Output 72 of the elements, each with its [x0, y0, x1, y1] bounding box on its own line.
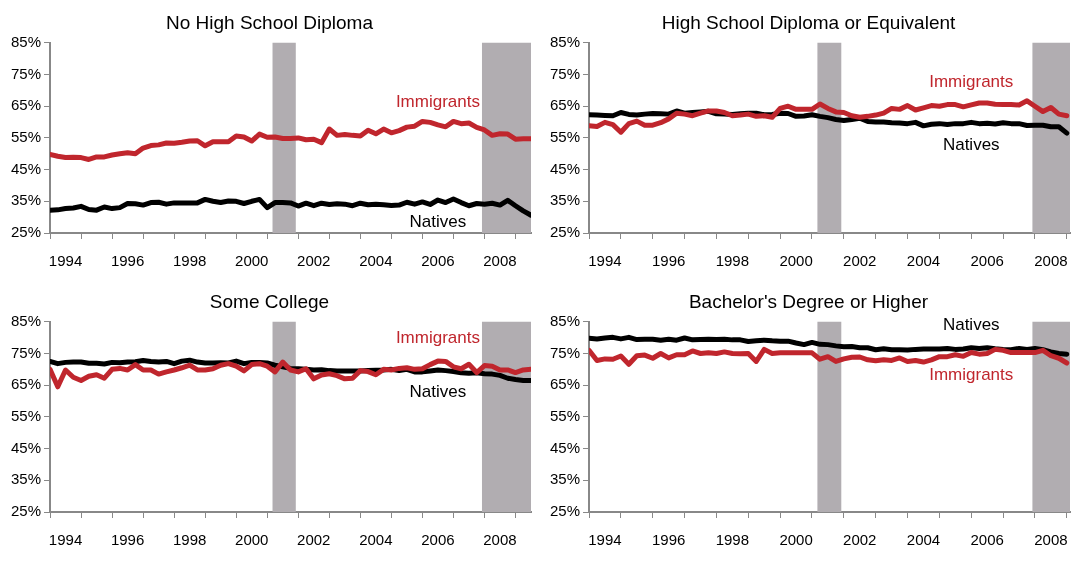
x-tick-label: 1994 — [588, 252, 622, 270]
chart-title: High School Diploma or Equivalent — [661, 11, 957, 33]
y-tick-label: 55% — [10, 128, 42, 146]
x-tick-label: 1996 — [651, 252, 686, 270]
x-tick-label: 2008 — [483, 252, 517, 270]
y-tick-label: 85% — [10, 32, 42, 50]
x-tick-label: 2000 — [779, 531, 813, 549]
x-tick-label: 2002 — [843, 252, 877, 270]
y-tick-label: 55% — [549, 128, 581, 146]
x-tick-label: 1994 — [48, 531, 83, 549]
x-tick-label: 1996 — [110, 252, 145, 270]
x-tick-label: 2002 — [297, 252, 331, 270]
chart-title: No High School Diploma — [166, 11, 374, 33]
y-tick-label: 55% — [549, 407, 581, 425]
x-tick-label: 1998 — [715, 531, 750, 549]
y-tick-label: 45% — [549, 438, 581, 456]
x-tick-label: 2000 — [235, 531, 269, 549]
series-label: Immigrants — [929, 364, 1014, 384]
y-tick-label: 65% — [549, 96, 581, 114]
y-tick-label: 35% — [10, 470, 42, 488]
y-tick-label: 85% — [10, 311, 42, 329]
x-tick-label: 2008 — [1034, 531, 1068, 549]
y-tick-label: 65% — [10, 375, 42, 393]
x-tick-label: 2000 — [779, 252, 813, 270]
series-label: Natives — [942, 314, 1000, 334]
x-tick-label: 1998 — [715, 252, 750, 270]
x-tick-label: 2008 — [483, 531, 517, 549]
x-tick-label: 1996 — [110, 531, 145, 549]
y-tick-label: 75% — [10, 64, 42, 82]
series-label: Natives — [409, 212, 467, 232]
x-tick-label: 2004 — [359, 252, 393, 270]
series-label: Natives — [409, 382, 467, 402]
y-tick-label: 25% — [10, 502, 42, 520]
chart-title: Some College — [209, 290, 330, 312]
y-tick-label: 45% — [549, 159, 581, 177]
x-tick-label: 1994 — [48, 252, 83, 270]
y-tick-label: 45% — [10, 159, 42, 177]
x-tick-label: 1994 — [588, 531, 622, 549]
y-tick-label: 25% — [549, 502, 581, 520]
y-tick-label: 85% — [549, 311, 581, 329]
x-tick-label: 2006 — [421, 531, 455, 549]
y-tick-label: 55% — [10, 407, 42, 425]
y-tick-label: 35% — [10, 191, 42, 209]
x-tick-label: 2004 — [906, 531, 941, 549]
x-tick-label: 1998 — [172, 252, 207, 270]
y-tick-label: 65% — [549, 375, 581, 393]
x-tick-label: 2004 — [359, 531, 393, 549]
x-tick-label: 1998 — [172, 531, 207, 549]
chart-title: Bachelor's Degree or Higher — [688, 290, 929, 312]
x-tick-label: 2004 — [906, 252, 941, 270]
x-tick-label: 2006 — [970, 252, 1004, 270]
y-tick-label: 75% — [10, 343, 42, 361]
y-tick-label: 25% — [549, 223, 581, 241]
series-label: Natives — [942, 134, 1000, 154]
x-tick-label: 2006 — [970, 531, 1004, 549]
x-tick-label: 2002 — [297, 531, 331, 549]
y-tick-label: 65% — [10, 96, 42, 114]
x-tick-label: 1996 — [651, 531, 686, 549]
y-tick-label: 75% — [549, 64, 581, 82]
x-tick-label: 2008 — [1034, 252, 1068, 270]
y-tick-label: 35% — [549, 191, 581, 209]
x-tick-label: 2002 — [843, 531, 877, 549]
y-tick-label: 35% — [549, 470, 581, 488]
series-label: Immigrants — [395, 328, 480, 348]
series-label: Immigrants — [929, 72, 1014, 92]
y-tick-label: 45% — [10, 438, 42, 456]
y-tick-label: 85% — [549, 32, 581, 50]
x-tick-label: 2006 — [421, 252, 455, 270]
y-tick-label: 75% — [549, 343, 581, 361]
y-tick-label: 25% — [10, 223, 42, 241]
x-tick-label: 2000 — [235, 252, 269, 270]
series-label: Immigrants — [395, 92, 480, 112]
